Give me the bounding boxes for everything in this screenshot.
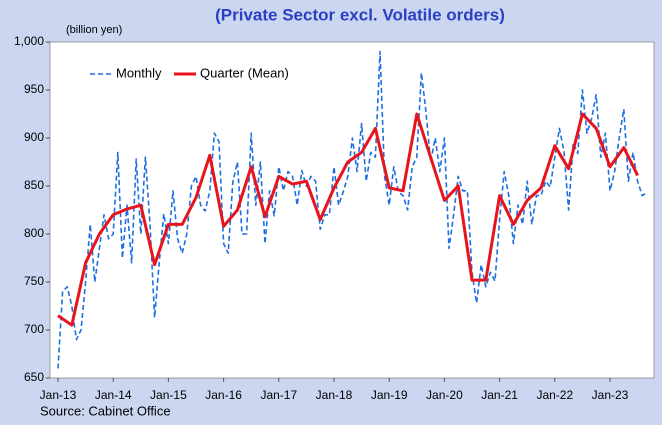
plot-area: [49, 41, 655, 379]
monthly-line: [57, 50, 648, 369]
y-tick-label: 850: [24, 178, 44, 192]
x-tick-label: Jan-16: [205, 388, 242, 402]
y-tick-label: 750: [24, 274, 44, 288]
chart-title: (Private Sector excl. Volatile orders): [215, 5, 505, 24]
x-tick-label: Jan-21: [481, 388, 518, 402]
y-tick-label: 1,000: [14, 34, 44, 48]
source: Source: Cabinet Office: [40, 403, 171, 418]
x-tick-label: Jan-23: [592, 388, 629, 402]
quarter-line: [57, 112, 639, 327]
y-tick-label: 700: [24, 322, 44, 336]
x-tick-label: Jan-17: [260, 388, 297, 402]
y-tick-label: 800: [24, 226, 44, 240]
x-tick-label: Jan-22: [536, 388, 573, 402]
legend-label: Quarter (Mean): [200, 65, 289, 80]
x-tick-label: Jan-15: [150, 388, 187, 402]
y-axis-label: (billion yen): [66, 24, 122, 36]
x-tick-label: Jan-19: [371, 388, 408, 402]
y-tick-label: 900: [24, 130, 44, 144]
x-tick-label: Jan-20: [426, 388, 463, 402]
x-tick-label: Jan-13: [40, 388, 77, 402]
y-tick-label: 950: [24, 82, 44, 96]
legend-label: Monthly: [116, 65, 162, 80]
y-tick-label: 650: [24, 370, 44, 384]
x-tick-label: Jan-14: [95, 388, 132, 402]
x-tick-label: Jan-18: [316, 388, 353, 402]
